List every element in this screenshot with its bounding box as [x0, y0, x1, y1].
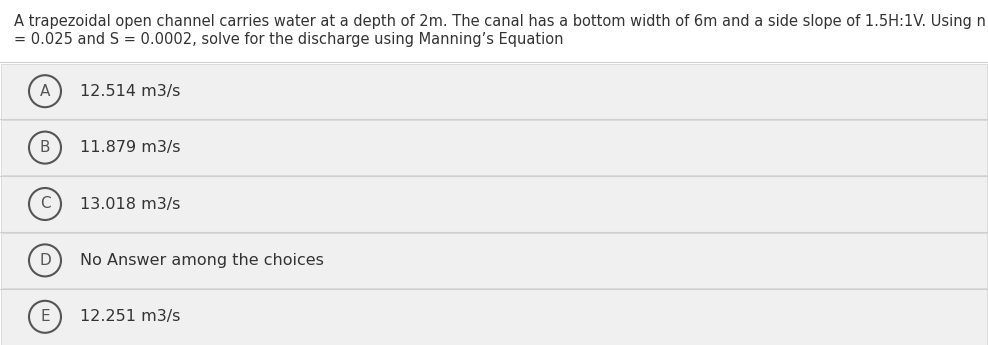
Text: = 0.025 and S = 0.0002, solve for the discharge using Manning’s Equation: = 0.025 and S = 0.0002, solve for the di… [14, 32, 563, 47]
Bar [1, 289, 987, 345]
Text: 12.251 m3/s: 12.251 m3/s [80, 309, 181, 324]
Text: 13.018 m3/s: 13.018 m3/s [80, 197, 181, 211]
Bar [1, 120, 987, 175]
Bar [1, 63, 987, 119]
Text: E: E [41, 309, 49, 324]
Text: D: D [40, 253, 50, 268]
Text: A: A [40, 84, 50, 99]
Text: No Answer among the choices: No Answer among the choices [80, 253, 324, 268]
Text: 12.514 m3/s: 12.514 m3/s [80, 84, 181, 99]
Text: C: C [40, 197, 50, 211]
Text: B: B [40, 140, 50, 155]
Bar [1, 176, 987, 232]
Text: 11.879 m3/s: 11.879 m3/s [80, 140, 181, 155]
Text: A trapezoidal open channel carries water at a depth of 2m. The canal has a botto: A trapezoidal open channel carries water… [14, 14, 986, 29]
Bar [1, 233, 987, 288]
